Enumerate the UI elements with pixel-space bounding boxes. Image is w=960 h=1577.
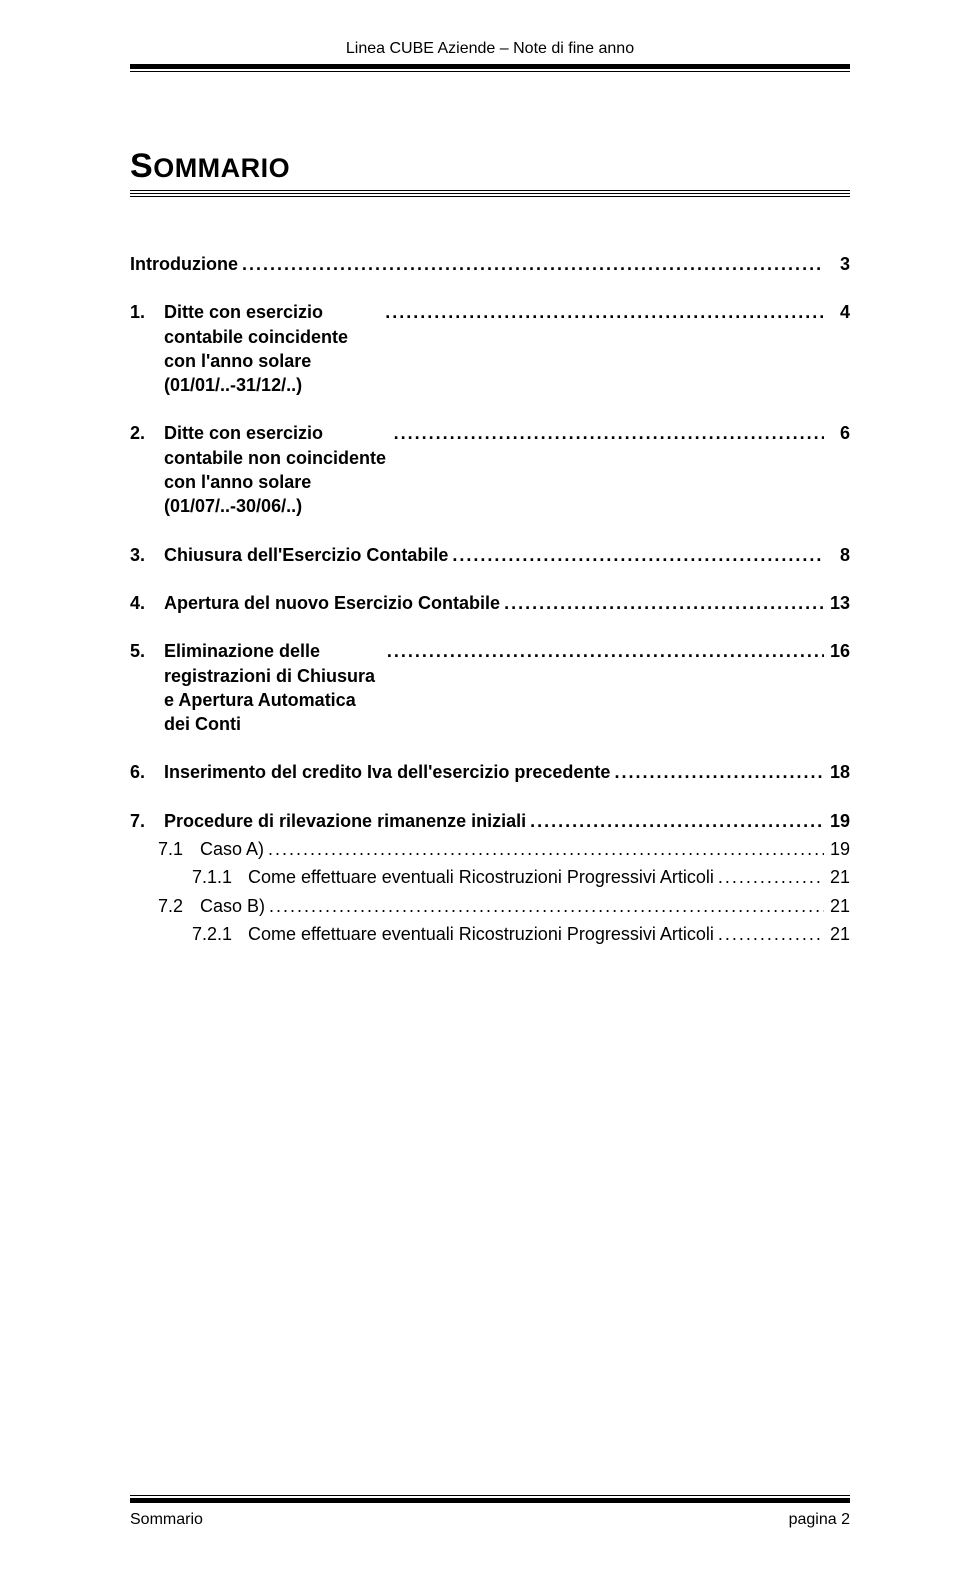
toc-number: 7. — [130, 809, 164, 833]
toc-label: Ditte con esercizio contabile non coinci… — [164, 421, 390, 518]
header-rule-thin — [130, 71, 850, 72]
toc-label: Inserimento del credito Iva dell'eserciz… — [164, 760, 610, 784]
toc-entry: 7.2.1Come effettuare eventuali Ricostruz… — [130, 922, 850, 946]
toc-leader: ........................................… — [238, 252, 824, 276]
header-rule-thick — [130, 64, 850, 69]
toc-entry: 7.Procedure di rilevazione rimanenze ini… — [130, 809, 850, 833]
page-footer: Sommario pagina 2 — [130, 1495, 850, 1529]
toc-label: Introduzione — [130, 252, 238, 276]
toc-entry: Introduzione............................… — [130, 252, 850, 276]
toc-leader: ........................................… — [264, 837, 824, 861]
toc-label: Come effettuare eventuali Ricostruzioni … — [248, 922, 714, 946]
toc-number: 3. — [130, 543, 164, 567]
toc-page: 4 — [824, 300, 850, 324]
footer-rule-thick — [130, 1498, 850, 1503]
toc-number: 7.2.1 — [192, 922, 248, 946]
toc-entry: 6.Inserimento del credito Iva dell'eserc… — [130, 760, 850, 784]
title-area: SOMMARIO — [130, 147, 850, 197]
toc-number: 5. — [130, 639, 164, 663]
toc-page: 19 — [824, 809, 850, 833]
toc-page: 21 — [824, 865, 850, 889]
toc-label: Caso A) — [200, 837, 264, 861]
toc-number: 2. — [130, 421, 164, 445]
toc-leader: ........................................… — [714, 922, 824, 946]
toc-label: Apertura del nuovo Esercizio Contabile — [164, 591, 500, 615]
toc-entry: 5.Eliminazione delle registrazioni di Ch… — [130, 639, 850, 736]
toc-number: 7.1 — [158, 837, 200, 861]
toc-leader: ........................................… — [381, 300, 824, 324]
toc-leader: ........................................… — [383, 639, 824, 663]
toc-page: 21 — [824, 922, 850, 946]
toc-number: 4. — [130, 591, 164, 615]
footer-rule-thin — [130, 1495, 850, 1496]
toc-leader: ........................................… — [390, 421, 824, 445]
toc-label: Chiusura dell'Esercizio Contabile — [164, 543, 448, 567]
footer-section: Sommario — [130, 1511, 203, 1529]
title-rest: OMMARIO — [153, 153, 290, 183]
toc-label: Ditte con esercizio contabile coincident… — [164, 300, 381, 397]
toc-entry: 1.Ditte con esercizio contabile coincide… — [130, 300, 850, 397]
toc-label: Come effettuare eventuali Ricostruzioni … — [248, 865, 714, 889]
toc-leader: ........................................… — [526, 809, 824, 833]
toc-leader: ........................................… — [610, 760, 824, 784]
toc-entry: 7.1Caso A)..............................… — [130, 837, 850, 861]
table-of-contents: Introduzione............................… — [130, 252, 850, 946]
toc-page: 13 — [824, 591, 850, 615]
toc-page: 3 — [824, 252, 850, 276]
toc-leader: ........................................… — [265, 894, 824, 918]
toc-label: Eliminazione delle registrazioni di Chiu… — [164, 639, 383, 736]
title-rule — [130, 190, 850, 197]
toc-label: Procedure di rilevazione rimanenze inizi… — [164, 809, 526, 833]
toc-page: 8 — [824, 543, 850, 567]
toc-entry: 2.Ditte con esercizio contabile non coin… — [130, 421, 850, 518]
toc-page: 18 — [824, 760, 850, 784]
footer-page-number: pagina 2 — [789, 1511, 850, 1529]
toc-number: 6. — [130, 760, 164, 784]
toc-entry: 7.1.1Come effettuare eventuali Ricostruz… — [130, 865, 850, 889]
toc-entry: 7.2Caso B)..............................… — [130, 894, 850, 918]
toc-label: Caso B) — [200, 894, 265, 918]
page-header: Linea CUBE Aziende – Note di fine anno — [130, 0, 850, 64]
toc-leader: ........................................… — [714, 865, 824, 889]
toc-entry: 4.Apertura del nuovo Esercizio Contabile… — [130, 591, 850, 615]
title-initial: S — [130, 147, 153, 185]
toc-number: 7.1.1 — [192, 865, 248, 889]
toc-page: 19 — [824, 837, 850, 861]
toc-number: 7.2 — [158, 894, 200, 918]
toc-number: 1. — [130, 300, 164, 324]
toc-leader: ........................................… — [448, 543, 824, 567]
toc-entry: 3.Chiusura dell'Esercizio Contabile.....… — [130, 543, 850, 567]
toc-leader: ........................................… — [500, 591, 824, 615]
toc-page: 6 — [824, 421, 850, 445]
toc-page: 21 — [824, 894, 850, 918]
toc-page: 16 — [824, 639, 850, 663]
